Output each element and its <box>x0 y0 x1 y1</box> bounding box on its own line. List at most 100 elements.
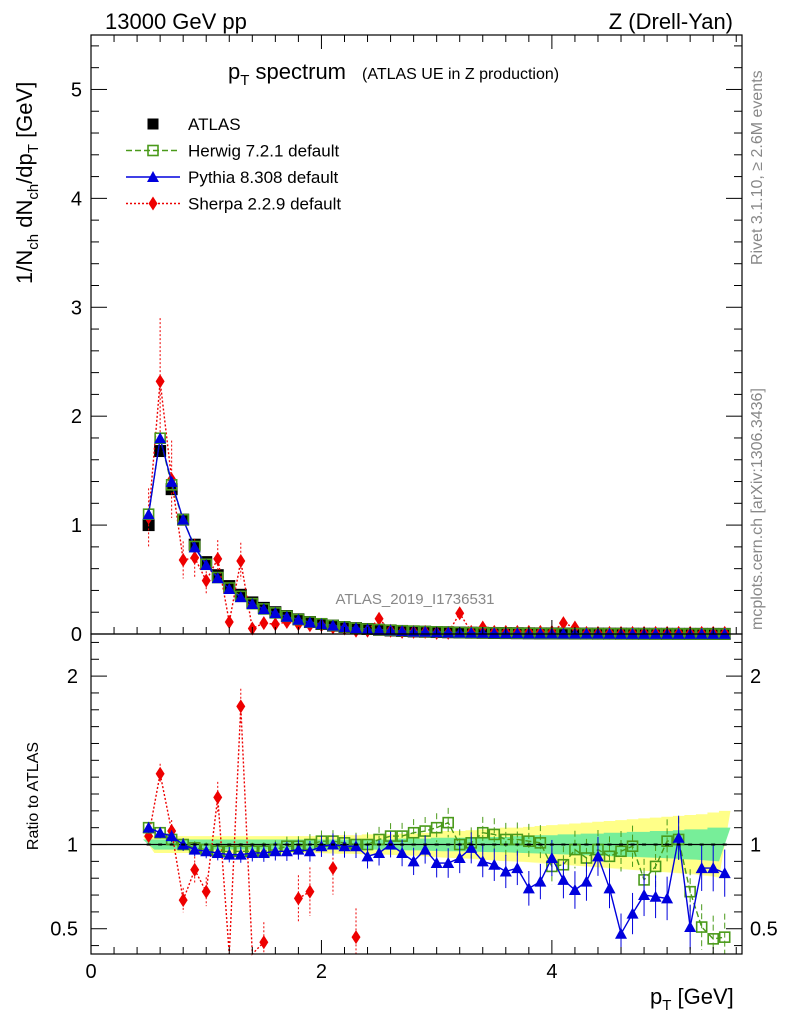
pythia-ratio-point <box>430 857 443 869</box>
pythia-top-point <box>695 627 708 639</box>
pythia-ratio-point <box>465 841 478 853</box>
pythia-ratio-point <box>672 831 685 843</box>
pythia-ratio-point <box>568 884 581 895</box>
ratio-tick-label-right: 0.5 <box>750 919 778 941</box>
pythia-top-point <box>396 625 409 637</box>
sherpa-top-point <box>455 606 465 621</box>
pythia-ratio-point <box>338 840 351 852</box>
pythia-ratio-point <box>396 846 409 858</box>
xlabel-p: p <box>650 984 662 1009</box>
pythia-ratio-point <box>580 875 593 887</box>
y-tick-label: 4 <box>71 188 82 210</box>
sherpa-ratio-point <box>201 884 211 899</box>
herwig-ratio-point <box>534 837 547 849</box>
pythia-top-point <box>223 582 236 594</box>
ylabel-part-0: 1/N <box>12 250 37 284</box>
pythia-top-point <box>246 597 259 609</box>
pythia-top-point <box>269 607 282 619</box>
xlabel-sub: T <box>662 997 671 1014</box>
pythia-ratio-point <box>615 927 628 939</box>
pythia-ratio-point <box>407 855 420 867</box>
pythia-top-point <box>511 627 524 639</box>
title-spectrum: spectrum <box>249 59 346 84</box>
ylabel-part-2: dN <box>12 200 37 234</box>
top-ylabel: 1/Nch dNch/dpT [GeV] <box>12 82 42 284</box>
pythia-ratio-point <box>453 852 466 863</box>
pythia-ratio-point <box>661 892 674 904</box>
rivet-label: Rivet 3.1.10, ≥ 2.6M events <box>749 70 766 265</box>
legend: ATLAS Herwig 7.2.1 default Pythia 8.308 de… <box>126 115 341 214</box>
x-tick-label: 0 <box>85 961 96 983</box>
legend-label-pythia: Pythia 8.308 default <box>188 168 339 187</box>
pythia-ratio-point <box>638 889 651 901</box>
pythia-ratio-point <box>591 850 604 862</box>
pythia-ratio-point <box>211 846 224 858</box>
legend-marker-atlas <box>147 118 159 130</box>
pythia-top-point <box>257 603 270 615</box>
legend-label-sherpa: Sherpa 2.2.9 default <box>188 195 341 214</box>
analysis-watermark: ATLAS_2019_I1736531 <box>335 591 494 608</box>
pythia-ratio-point <box>603 882 616 894</box>
pythia-top-point <box>211 572 224 584</box>
pythia-top-point <box>488 627 501 639</box>
sherpa-ratio-point <box>305 884 315 899</box>
herwig-ratio-point <box>442 816 454 829</box>
pythia-top-point <box>177 513 190 525</box>
pythia-ratio-point <box>223 848 236 860</box>
pythia-ratio-point <box>488 858 501 870</box>
pythia-top-point <box>442 626 455 638</box>
pythia-top-point <box>373 623 386 635</box>
pythia-ratio-point <box>142 821 155 833</box>
y-tick-label: 0 <box>71 624 82 646</box>
pythia-ratio-point <box>234 848 247 860</box>
sherpa-ratio-point <box>213 790 223 805</box>
herwig-ratio-point <box>407 826 420 839</box>
header-right: Z (Drell-Yan) <box>609 9 733 34</box>
herwig-ratio-point <box>718 931 731 943</box>
pythia-ratio-point <box>246 846 259 858</box>
pythia-top-point <box>188 541 201 553</box>
y-tick-label: 2 <box>71 406 82 428</box>
pythia-top-point <box>534 627 547 639</box>
pythia-top-point <box>303 616 316 628</box>
sherpa-ratio-point <box>190 862 200 877</box>
y-tick-label: 3 <box>71 297 82 319</box>
herwig-ratio-point <box>603 850 616 863</box>
pythia-ratio-point <box>292 843 305 855</box>
pythia-ratio-point <box>200 845 213 857</box>
y-tick-label: 5 <box>71 79 82 101</box>
ylabel-part-1: ch <box>25 234 42 250</box>
x-tick-label: 2 <box>316 961 327 983</box>
plot-title-paren: (ATLAS UE in Z production) <box>362 66 559 83</box>
series-layer <box>142 318 731 956</box>
mcplots-label: mcplots.cern.ch [arXiv:1306.3436] <box>749 388 766 630</box>
sherpa-ratio-point <box>259 935 269 950</box>
sherpa-top-point <box>201 573 211 588</box>
sherpa-top-point <box>190 550 200 565</box>
pythia-top-point <box>154 432 167 444</box>
pythia-top-point <box>142 508 155 520</box>
ratio-tick-label-right: 2 <box>750 666 761 688</box>
sherpa-ratio-point <box>236 699 246 714</box>
pythia-ratio-point <box>154 826 167 838</box>
pythia-top-point <box>465 626 478 638</box>
pythia-top-point <box>165 475 178 487</box>
pythia-top-point <box>326 619 339 631</box>
sherpa-ratio-point <box>351 930 361 945</box>
pythia-ratio-point <box>522 882 535 894</box>
y-tick-label: 1 <box>71 515 82 537</box>
pythia-ratio-point <box>476 855 489 867</box>
pythia-ratio-point <box>511 862 524 874</box>
pythia-ratio-point <box>257 846 270 858</box>
legend-marker-pythia <box>147 171 159 182</box>
pythia-top-point <box>672 627 685 639</box>
ylabel-part-3: ch <box>25 184 42 200</box>
herwig-ratio-point <box>523 835 535 847</box>
ratio-tick-label-right: 1 <box>750 835 761 857</box>
herwig-ratio-point <box>661 835 673 847</box>
sherpa-ratio-point <box>328 861 338 876</box>
sherpa-top-point <box>374 611 384 626</box>
pythia-top-point <box>580 627 593 639</box>
herwig-ratio-point <box>626 840 639 853</box>
